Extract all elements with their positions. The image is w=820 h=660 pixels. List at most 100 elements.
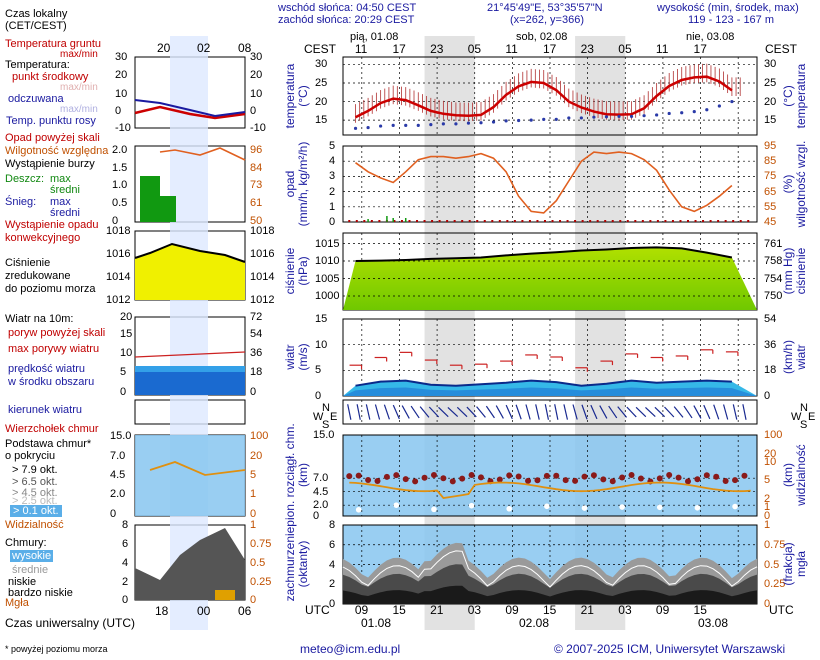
utc-right: UTC	[769, 603, 794, 617]
bottom-hour-label: 15	[543, 603, 557, 617]
y-tick-label: 758	[764, 255, 783, 267]
precip-occurrence-mark	[461, 220, 464, 222]
cloud-top-point	[440, 475, 447, 482]
precip-occurrence-mark	[709, 220, 712, 222]
compass-e: E	[808, 411, 816, 423]
cloud-top-point	[694, 476, 701, 483]
legend-very-low: bardzo niskie	[8, 587, 73, 599]
top-hour-label: 05	[618, 42, 632, 56]
wind-direction-arrow	[525, 404, 531, 420]
precip-occurrence-mark	[574, 220, 577, 222]
legend-rain: Deszcz:	[5, 173, 45, 185]
precip-occurrence-mark	[679, 220, 682, 222]
y-tick-label: 1010	[315, 255, 340, 267]
precip-occurrence-mark	[671, 220, 674, 222]
legend-wind-speed2: w środku obszaru	[8, 376, 95, 388]
legend-mini-tick: 0.75	[250, 538, 272, 550]
wind-direction-arrow	[438, 406, 449, 418]
precip-occurrence-mark	[453, 220, 456, 222]
legend-mini-tick: 4.5	[110, 469, 126, 481]
wind-direction-arrow	[401, 405, 410, 419]
dewpoint-point	[517, 118, 521, 123]
legend-wind-speed: prędkość wiatru	[8, 363, 86, 375]
temp-series-line	[354, 75, 733, 119]
legend-okt: > 0.1 okt.	[10, 505, 62, 517]
legend-mini-tick: 10	[115, 88, 128, 100]
legend-mini-tick: 36	[250, 347, 263, 359]
legend-hour: 20	[157, 41, 171, 55]
wind-axis-unit: (m/s)	[296, 343, 310, 371]
y-tick-label: 0	[329, 598, 336, 610]
wind-direction-arrow	[713, 404, 720, 420]
legend-mini-tick: 0	[112, 215, 119, 227]
cloud-top-point	[722, 477, 729, 484]
y-tick-label: 2	[764, 493, 771, 506]
legend-snow-mid: średni	[50, 207, 80, 219]
y-tick-label: 18	[764, 364, 777, 377]
top-hour-label: 17	[693, 42, 707, 56]
y-tick-label: 0.25	[764, 578, 786, 591]
cloud-top-point	[685, 478, 691, 485]
bottom-hour-label: 15	[693, 603, 707, 617]
y-tick-label: 54	[764, 313, 777, 325]
wind-direction-arrow	[581, 404, 588, 420]
precip-occurrence-mark	[732, 220, 735, 222]
legend-mini-tick: 96	[250, 144, 263, 156]
wind-direction-arrow	[410, 405, 420, 419]
cover-axis-title: zachmurzenie	[283, 526, 297, 602]
cloud-base-point	[468, 502, 475, 509]
y-tick-label: 15	[315, 313, 328, 325]
cloud-top-point	[609, 478, 616, 485]
dewpoint-point	[692, 110, 696, 114]
cloud-top-point	[459, 475, 466, 482]
fog-axis-unit: (frakcja)	[781, 542, 795, 586]
dewpoint-point	[366, 125, 370, 130]
y-tick-label: 15.0	[313, 429, 335, 441]
precip-occurrence-mark	[619, 220, 622, 222]
legend-cloud-base: Podstawa chmur*	[5, 438, 92, 450]
y-tick-label: 0	[764, 598, 771, 610]
y-tick-label: 7.0	[313, 472, 329, 485]
legend-mini-tick: 1.0	[112, 179, 128, 191]
dewpoint-point	[554, 117, 558, 121]
day-label: sob, 02.08	[516, 31, 568, 43]
precip-occurrence-mark	[363, 220, 366, 222]
wind-direction-arrow	[505, 404, 513, 420]
footer-email[interactable]: meteo@icm.edu.pl	[300, 642, 401, 656]
wind-direction-arrow	[347, 404, 352, 420]
dewpoint-point	[404, 123, 408, 127]
legend-mini-tick: 30	[250, 51, 263, 63]
y-tick-label: 15	[315, 114, 328, 127]
precip-occurrence-mark	[468, 220, 471, 222]
legend-mini-tick: 18	[250, 366, 263, 378]
y-tick-label: 1005	[315, 272, 340, 285]
utc-left: UTC	[305, 603, 330, 617]
legend-mini-tick: 1014	[250, 271, 275, 283]
day-label: nie, 03.08	[686, 31, 735, 43]
y-tick-label: 4	[329, 558, 336, 571]
legend-mini-tick: 0	[110, 508, 117, 520]
legend-mini-tick: 4	[122, 557, 129, 569]
humidity-series-line	[355, 151, 733, 214]
precip-occurrence-mark	[596, 220, 599, 222]
wind-direction-arrow	[383, 404, 390, 420]
y-tick-label: 0	[315, 390, 322, 402]
cloud-top-point	[412, 478, 419, 485]
cloud-top-point	[449, 478, 456, 485]
precip-occurrence-mark	[355, 220, 358, 222]
y-tick-label: 750	[764, 290, 783, 302]
cloud-base-point	[732, 503, 738, 510]
wind-direction-arrow	[608, 405, 618, 419]
visibility-line	[349, 481, 751, 499]
y-tick-label: 0	[313, 510, 320, 522]
wind-direction-arrow	[485, 405, 495, 419]
wind-axis-title: wiatr	[283, 344, 297, 370]
dewpoint-point	[479, 121, 483, 125]
cloud-top-point	[430, 471, 437, 478]
precip-occurrence-mark	[641, 220, 644, 222]
legend-mini-tick: 5	[120, 366, 127, 378]
compass-n: N	[322, 402, 330, 414]
legend-mini-tick: 1014	[106, 271, 131, 283]
precip-occurrence-mark	[739, 220, 742, 222]
y-tick-label: 0.75	[764, 538, 786, 551]
